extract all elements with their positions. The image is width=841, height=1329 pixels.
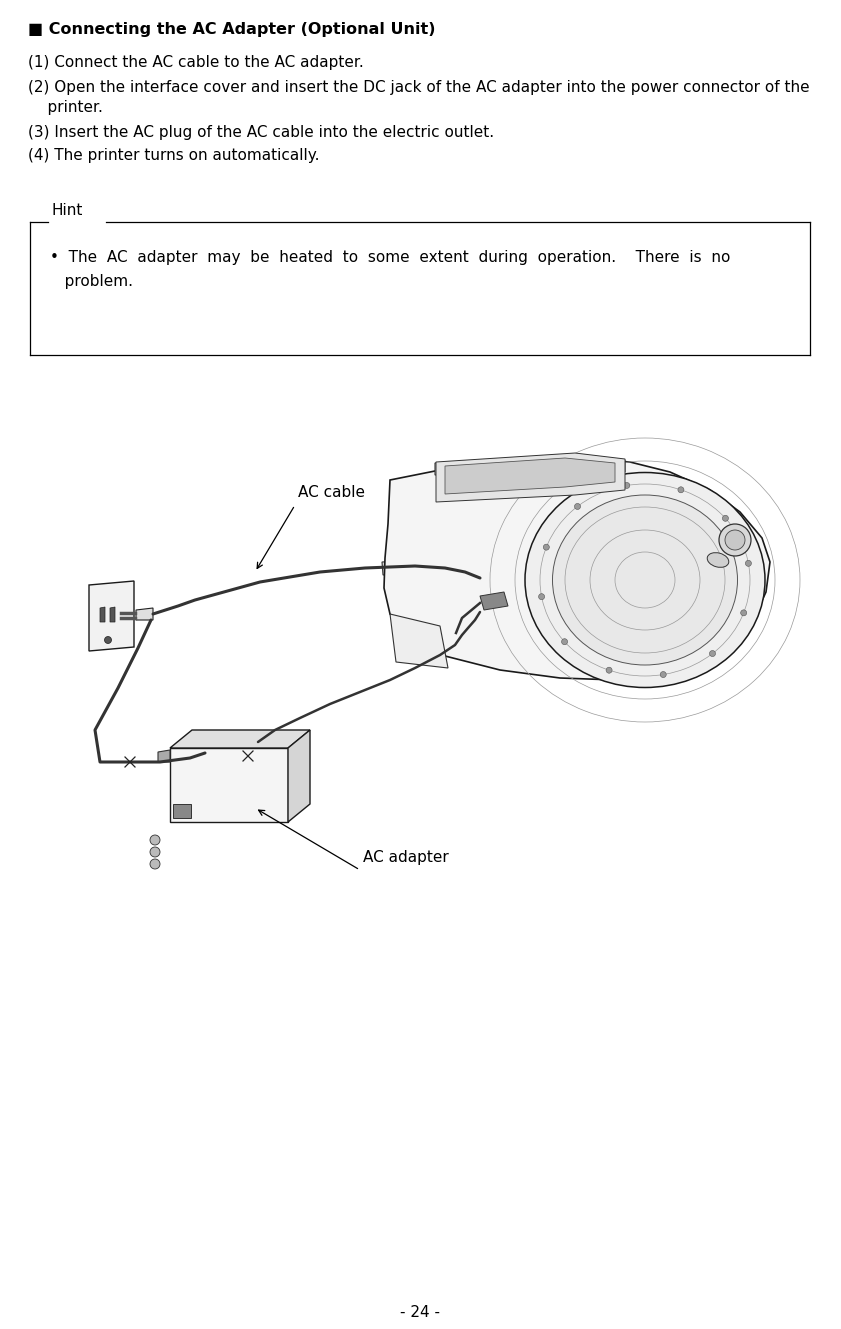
Bar (173, 804, 191, 819)
Text: (2) Open the interface cover and insert the DC jack of the AC adapter into the p: (2) Open the interface cover and insert … (28, 80, 810, 94)
Polygon shape (390, 614, 448, 668)
Circle shape (745, 561, 751, 566)
Circle shape (104, 637, 112, 643)
Text: (3) Insert the AC plug of the AC cable into the electric outlet.: (3) Insert the AC plug of the AC cable i… (28, 125, 495, 140)
Polygon shape (136, 607, 153, 621)
Text: •  The  AC  adapter  may  be  heated  to  some  extent  during  operation.    Th: • The AC adapter may be heated to some e… (50, 250, 730, 264)
Polygon shape (170, 748, 288, 823)
Polygon shape (288, 730, 310, 823)
Polygon shape (384, 459, 770, 680)
Circle shape (150, 859, 160, 869)
Circle shape (678, 486, 684, 493)
Circle shape (660, 671, 666, 678)
Polygon shape (110, 607, 115, 622)
Polygon shape (445, 459, 615, 494)
Text: AC adapter: AC adapter (363, 851, 449, 865)
Circle shape (719, 524, 751, 556)
Polygon shape (456, 625, 472, 641)
Text: (1) Connect the AC cable to the AC adapter.: (1) Connect the AC cable to the AC adapt… (28, 54, 364, 70)
Circle shape (150, 835, 160, 845)
Polygon shape (89, 581, 134, 651)
Text: AC cable: AC cable (298, 485, 365, 500)
Polygon shape (382, 561, 399, 575)
Ellipse shape (553, 494, 738, 664)
Text: ■ Connecting the AC Adapter (Optional Unit): ■ Connecting the AC Adapter (Optional Un… (28, 23, 436, 37)
Circle shape (725, 530, 745, 550)
Circle shape (574, 504, 580, 509)
Text: (4) The printer turns on automatically.: (4) The printer turns on automatically. (28, 148, 320, 163)
Circle shape (741, 610, 747, 615)
Polygon shape (478, 598, 500, 614)
Ellipse shape (525, 473, 765, 687)
Polygon shape (100, 607, 105, 622)
Polygon shape (170, 730, 310, 748)
Text: printer.: printer. (28, 100, 103, 116)
Polygon shape (158, 750, 170, 762)
Circle shape (150, 847, 160, 857)
Text: - 24 -: - 24 - (400, 1305, 440, 1320)
Text: problem.: problem. (50, 274, 133, 288)
Circle shape (538, 594, 545, 599)
Ellipse shape (707, 553, 729, 567)
Polygon shape (436, 453, 625, 502)
Polygon shape (435, 455, 625, 474)
Polygon shape (480, 591, 508, 610)
Circle shape (722, 516, 728, 521)
Text: Hint: Hint (52, 203, 83, 218)
Circle shape (624, 482, 630, 489)
Circle shape (710, 650, 716, 657)
Circle shape (543, 544, 549, 550)
Circle shape (562, 639, 568, 645)
Circle shape (606, 667, 612, 674)
